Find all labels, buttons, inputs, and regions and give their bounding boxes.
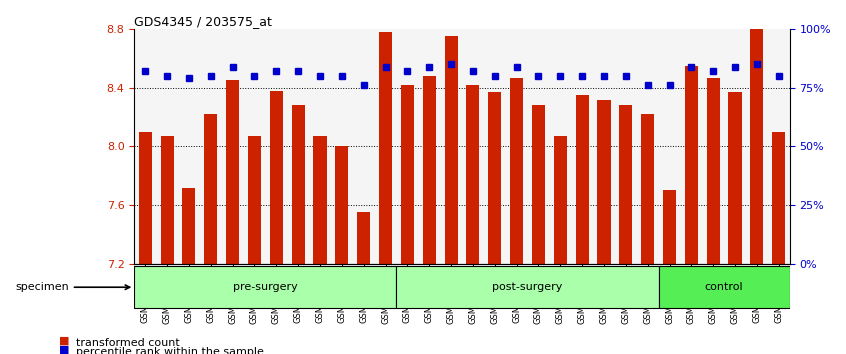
Text: GDS4345 / 203575_at: GDS4345 / 203575_at xyxy=(135,15,272,28)
Bar xyxy=(663,190,676,264)
Bar xyxy=(292,105,305,264)
Text: transformed count: transformed count xyxy=(76,338,180,348)
Text: ■: ■ xyxy=(59,335,69,346)
Text: control: control xyxy=(705,282,744,292)
FancyBboxPatch shape xyxy=(135,266,397,308)
Text: percentile rank within the sample: percentile rank within the sample xyxy=(76,347,264,354)
Bar xyxy=(401,85,414,264)
Bar xyxy=(466,85,480,264)
Bar xyxy=(706,78,720,264)
Bar xyxy=(750,29,763,264)
Bar xyxy=(641,114,654,264)
Bar xyxy=(684,66,698,264)
FancyBboxPatch shape xyxy=(397,266,658,308)
Bar xyxy=(510,78,523,264)
Bar xyxy=(728,92,742,264)
Bar xyxy=(204,114,217,264)
Text: ■: ■ xyxy=(59,344,69,354)
Text: post-surgery: post-surgery xyxy=(492,282,563,292)
Bar xyxy=(772,132,785,264)
Bar xyxy=(554,136,567,264)
Bar xyxy=(575,95,589,264)
Text: specimen: specimen xyxy=(15,282,129,292)
Bar xyxy=(270,91,283,264)
Bar xyxy=(357,212,371,264)
Bar xyxy=(183,188,195,264)
Bar xyxy=(379,32,392,264)
Bar xyxy=(597,99,611,264)
Bar xyxy=(488,92,502,264)
Bar xyxy=(619,105,632,264)
Text: pre-surgery: pre-surgery xyxy=(233,282,298,292)
Bar xyxy=(335,147,349,264)
Bar xyxy=(161,136,173,264)
FancyBboxPatch shape xyxy=(658,266,789,308)
Bar xyxy=(139,132,151,264)
Bar xyxy=(423,76,436,264)
Bar xyxy=(444,36,458,264)
Bar xyxy=(248,136,261,264)
Bar xyxy=(532,105,545,264)
Bar xyxy=(313,136,327,264)
Bar xyxy=(226,80,239,264)
